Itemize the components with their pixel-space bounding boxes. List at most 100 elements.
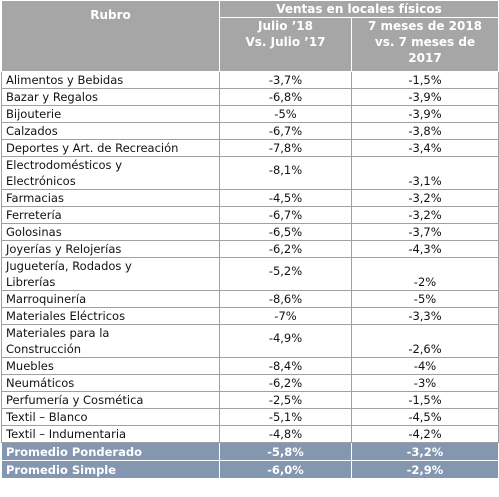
text-line: Vs. Julio ’17 xyxy=(245,35,326,49)
row-value: -4,8% xyxy=(219,425,352,443)
row-label: Neumáticos xyxy=(1,374,220,392)
row-value: -3,7% xyxy=(351,223,499,241)
row-label: Materiales Eléctricos xyxy=(1,307,220,325)
row-label: Calzados xyxy=(1,122,220,140)
row-value: -3,2% xyxy=(351,442,499,461)
row-value: -3,1% xyxy=(351,156,499,190)
row-label: Golosinas xyxy=(1,223,220,241)
row-value: -2,6% xyxy=(351,324,499,358)
row-value: -3,9% xyxy=(351,88,499,106)
row-value: -2% xyxy=(351,257,499,291)
row-value: -6,2% xyxy=(219,374,352,392)
table-row: Golosinas -6,5% -3,7% xyxy=(1,223,499,241)
table-row: Calzados -6,7% -3,8% xyxy=(1,122,499,140)
summary-row: Promedio Ponderado -5,8% -3,2% xyxy=(1,442,499,461)
row-value: -8,1% xyxy=(219,156,352,190)
row-value: -1,5% xyxy=(351,391,499,409)
row-value: -8,6% xyxy=(219,290,352,308)
table-row: Electrodomésticos y Electrónicos -8,1% -3,1… xyxy=(1,156,499,190)
row-label: Muebles xyxy=(1,357,220,375)
row-label: Promedio Ponderado xyxy=(1,442,220,461)
row-label: Alimentos y Bebidas xyxy=(1,71,220,89)
row-value: -3,7% xyxy=(219,71,352,89)
row-label: Perfumería y Cosmética xyxy=(1,391,220,409)
row-label: Ferretería xyxy=(1,206,220,224)
summary-row: Promedio Simple -6,0% -2,9% xyxy=(1,460,499,479)
table-row: Textil – Blanco -5,1% -4,5% xyxy=(1,408,499,426)
text-line: Juguetería, Rodados y xyxy=(6,259,132,273)
table-row: Marroquinería -8,6% -5% xyxy=(1,290,499,308)
row-value: -6,2% xyxy=(219,240,352,258)
row-label: Joyerías y Relojerías xyxy=(1,240,220,258)
row-value: -1,5% xyxy=(351,71,499,89)
row-value: -5,2% xyxy=(219,257,352,291)
row-value: -7,8% xyxy=(219,139,352,157)
row-value: -4,5% xyxy=(219,189,352,207)
row-value: -4,9% xyxy=(219,324,352,358)
text-line: Librerías xyxy=(6,275,56,289)
table-row: Joyerías y Relojerías -6,2% -4,3% xyxy=(1,240,499,258)
table-row: Ferretería -6,7% -3,2% xyxy=(1,206,499,224)
row-label: Marroquinería xyxy=(1,290,220,308)
table-row: Materiales para la Construcción -4,9% -2,6% xyxy=(1,324,499,358)
row-value: -6,8% xyxy=(219,88,352,106)
text-line: Electrodomésticos y xyxy=(6,158,122,172)
text-line: 7 meses de 2018 xyxy=(367,19,483,33)
table-row: Bazar y Regalos -6,8% -3,9% xyxy=(1,88,499,106)
text-line: Electrónicos xyxy=(6,174,76,188)
sales-table: Rubro Ventas en locales físicos Julio ’1… xyxy=(1,0,499,479)
row-value: -6,7% xyxy=(219,122,352,140)
table-row: Deportes y Art. de Recreación -7,8% -3,4% xyxy=(1,139,499,157)
row-value: -2,5% xyxy=(219,391,352,409)
row-value: -6,0% xyxy=(219,460,352,479)
table-row: Perfumería y Cosmética -2,5% -1,5% xyxy=(1,391,499,409)
table-row: Bijouterie -5% -3,9% xyxy=(1,105,499,123)
text-line: Julio ’18 xyxy=(258,19,313,33)
row-value: -5,1% xyxy=(219,408,352,426)
row-value: -4% xyxy=(351,357,499,375)
table-row: Textil – Indumentaria -4,8% -4,2% xyxy=(1,425,499,443)
table-row: Neumáticos -6,2% -3% xyxy=(1,374,499,392)
col2-header: 7 meses de 2018 vs. 7 meses de 2017 xyxy=(351,17,499,72)
row-label: Textil – Indumentaria xyxy=(1,425,220,443)
table-row: Materiales Eléctricos -7% -3,3% xyxy=(1,307,499,325)
row-value: -3,2% xyxy=(351,206,499,224)
row-label: Juguetería, Rodados y Librerías xyxy=(1,257,220,291)
row-value: -5,8% xyxy=(219,442,352,461)
row-value: -5% xyxy=(219,105,352,123)
table-row: Muebles -8,4% -4% xyxy=(1,357,499,375)
row-value: -3,8% xyxy=(351,122,499,140)
row-value: -3,9% xyxy=(351,105,499,123)
row-label: Electrodomésticos y Electrónicos xyxy=(1,156,220,190)
text-line: vs. 7 meses de xyxy=(374,35,476,49)
row-value: -6,5% xyxy=(219,223,352,241)
row-value: -3,3% xyxy=(351,307,499,325)
row-label: Materiales para la Construcción xyxy=(1,324,220,358)
row-value: -8,4% xyxy=(219,357,352,375)
rubro-header: Rubro xyxy=(1,0,220,72)
row-value: -7% xyxy=(219,307,352,325)
row-value: -4,2% xyxy=(351,425,499,443)
row-label: Farmacias xyxy=(1,189,220,207)
row-label: Bazar y Regalos xyxy=(1,88,220,106)
row-label: Deportes y Art. de Recreación xyxy=(1,139,220,157)
row-label: Textil – Blanco xyxy=(1,408,220,426)
row-label: Bijouterie xyxy=(1,105,220,123)
table-row: Alimentos y Bebidas -3,7% -1,5% xyxy=(1,71,499,89)
row-value: -2,9% xyxy=(351,460,499,479)
row-value: -6,7% xyxy=(219,206,352,224)
row-value: -5% xyxy=(351,290,499,308)
row-value: -3,2% xyxy=(351,189,499,207)
row-value: -4,5% xyxy=(351,408,499,426)
text-line: Construcción xyxy=(6,342,82,356)
row-value: -3% xyxy=(351,374,499,392)
text-line: 2017 xyxy=(408,51,442,65)
row-value: -3,4% xyxy=(351,139,499,157)
col1-header: Julio ’18 Vs. Julio ’17 xyxy=(219,17,352,72)
group-header: Ventas en locales físicos xyxy=(219,0,499,18)
row-label: Promedio Simple xyxy=(1,460,220,479)
text-line: Materiales para la xyxy=(6,326,110,340)
row-value: -4,3% xyxy=(351,240,499,258)
table-row: Farmacias -4,5% -3,2% xyxy=(1,189,499,207)
table-row: Juguetería, Rodados y Librerías -5,2% -2% xyxy=(1,257,499,291)
